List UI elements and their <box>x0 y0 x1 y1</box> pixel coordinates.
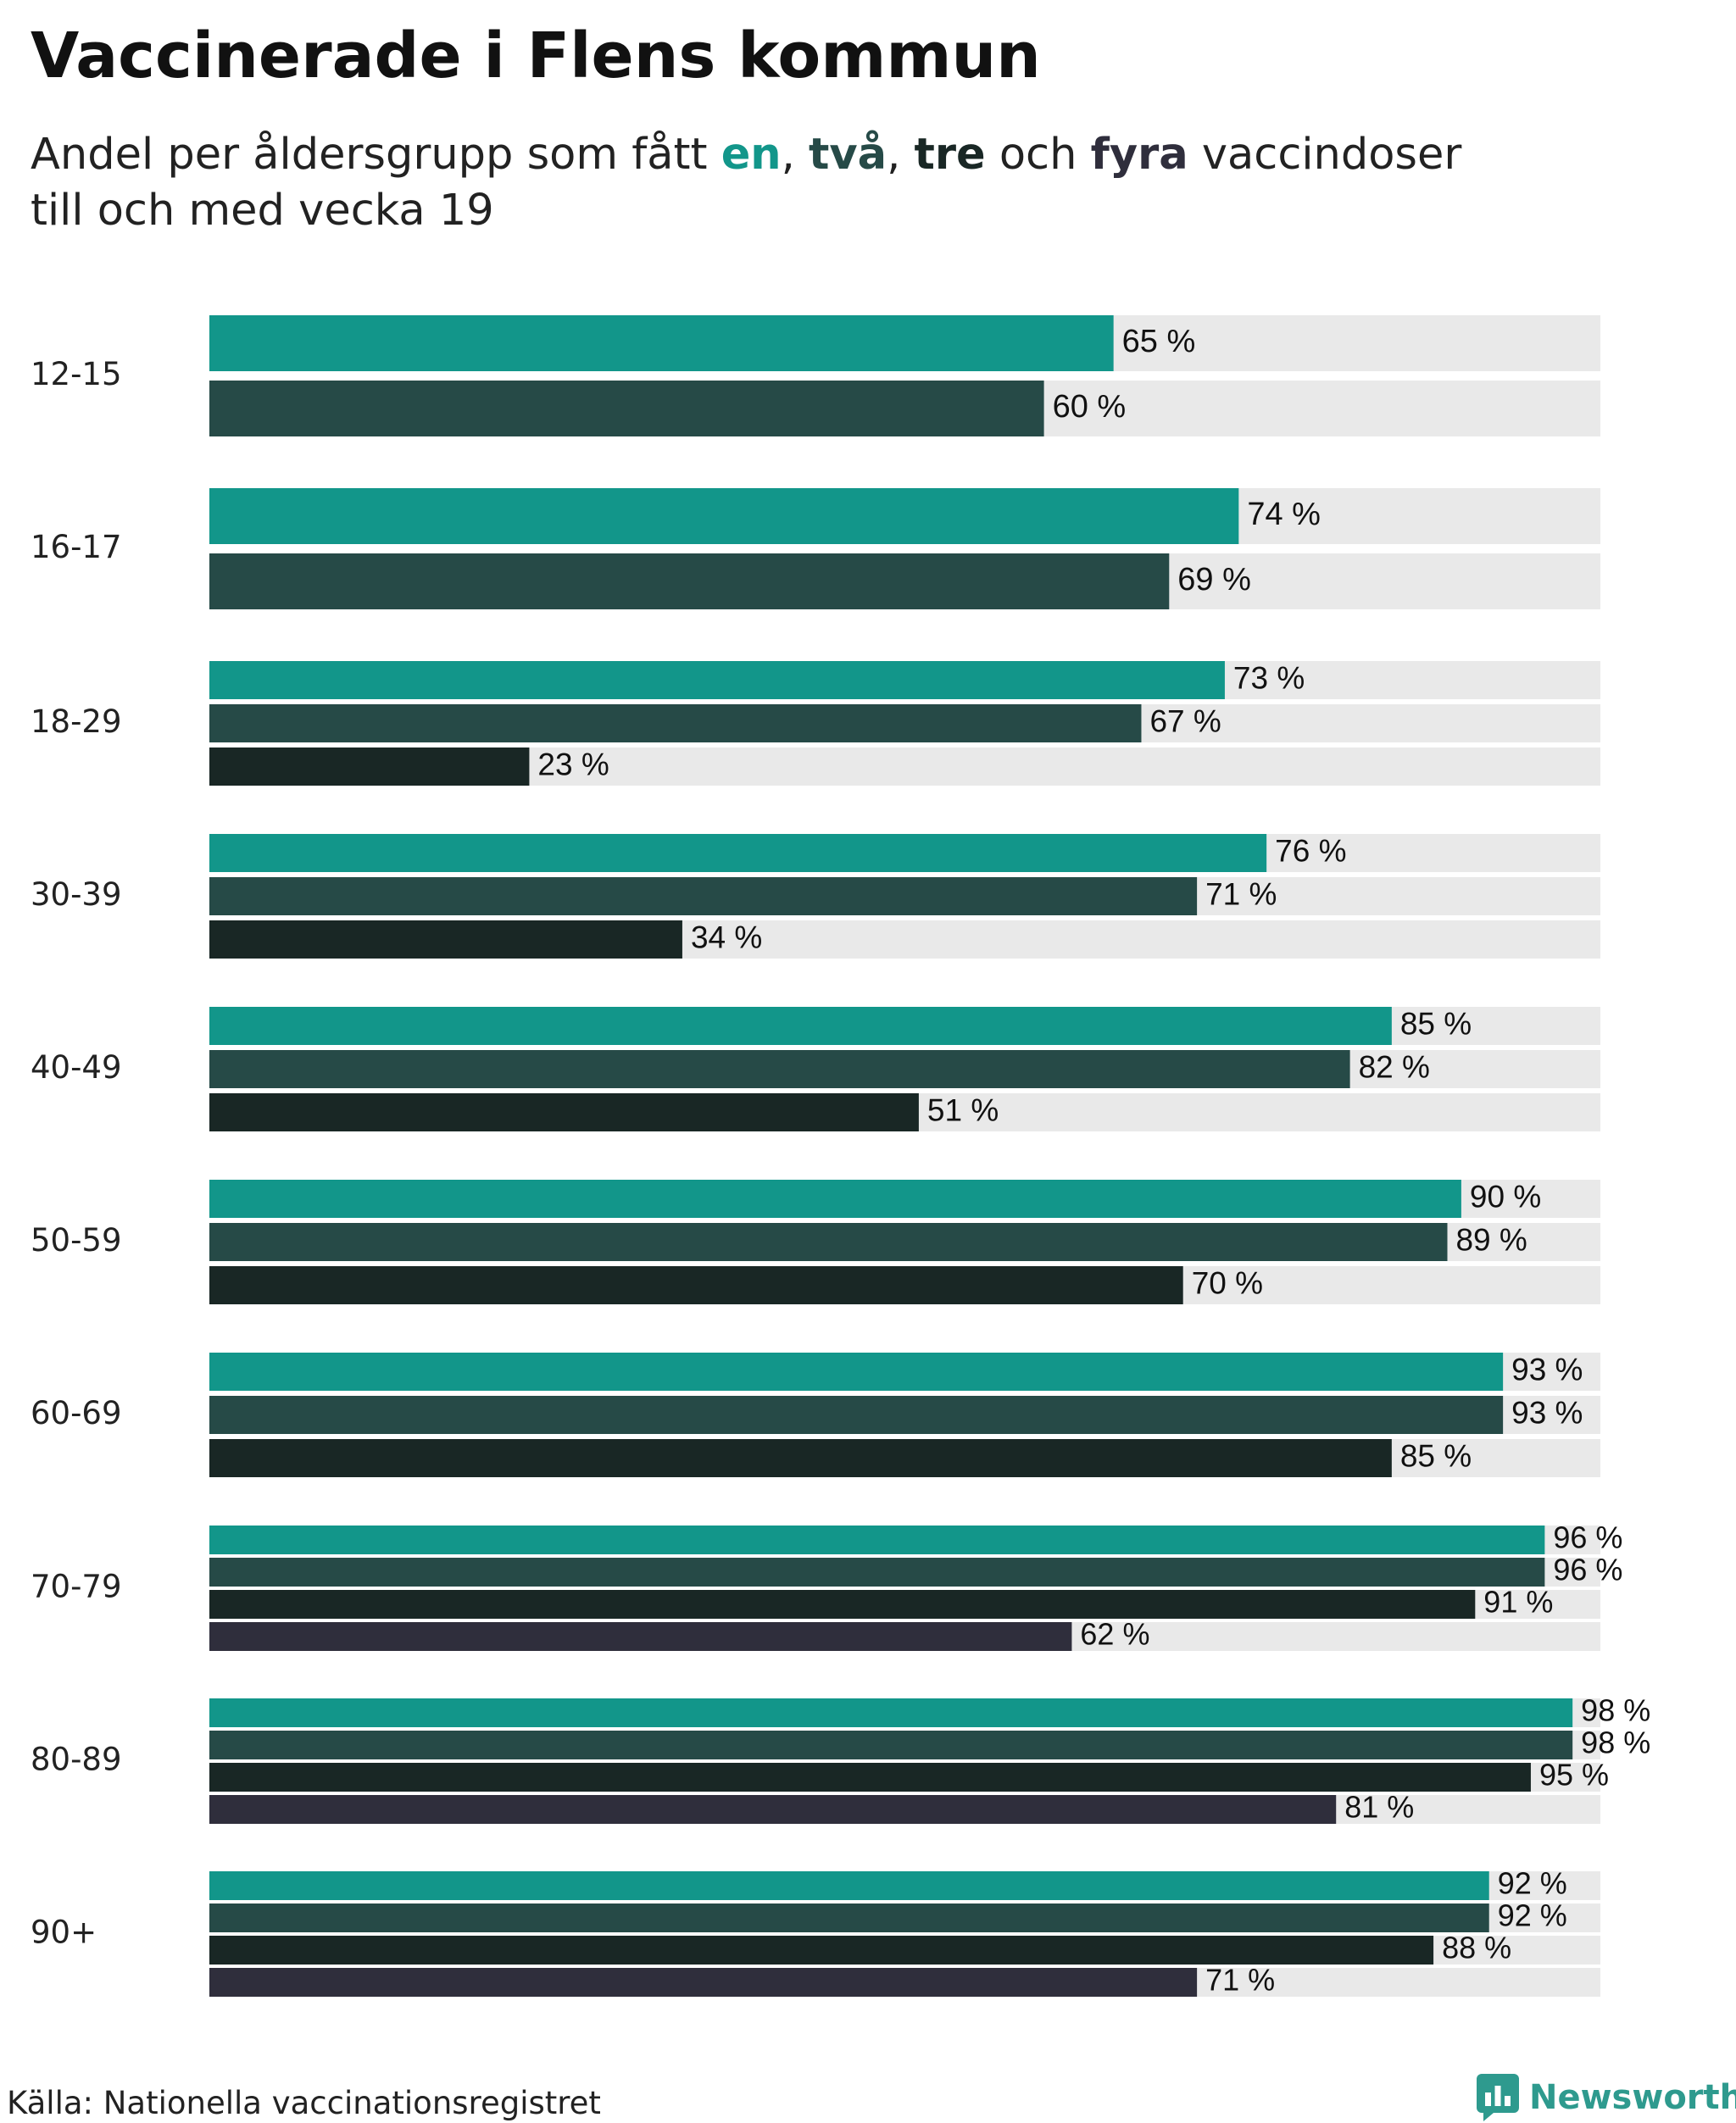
value-label-50-59-dose2: 89 % <box>1455 1222 1527 1257</box>
source-note: Källa: Nationella vaccinationsregistret <box>7 2085 601 2121</box>
bar-70-79-dose2 <box>209 1558 1545 1587</box>
bar-30-39-dose1 <box>209 834 1267 872</box>
value-label-90-dose2: 92 % <box>1498 1898 1567 1933</box>
bar-90-dose1 <box>209 1871 1489 1900</box>
chart-subtitle: Andel per åldersgrupp som fått en, två, … <box>31 127 1461 239</box>
category-label-50-59: 50-59 <box>31 1222 122 1259</box>
bar-16-17-dose1 <box>209 488 1239 544</box>
subtitle-dose1: en <box>721 130 782 180</box>
bar-40-49-dose3 <box>209 1093 919 1131</box>
bar-18-29-dose3 <box>209 747 530 786</box>
value-label-16-17-dose1: 74 % <box>1247 497 1321 532</box>
value-label-12-15-dose2: 60 % <box>1053 389 1127 425</box>
value-label-18-29-dose3: 23 % <box>537 747 609 781</box>
bar-70-79-dose4 <box>209 1622 1072 1651</box>
category-label-80-89: 80-89 <box>31 1742 122 1778</box>
category-label-70-79: 70-79 <box>31 1569 122 1605</box>
value-label-30-39-dose2: 71 % <box>1205 876 1277 911</box>
bar-50-59-dose3 <box>209 1266 1183 1304</box>
subtitle-dose4: fyra <box>1090 130 1188 180</box>
subtitle-line-1: Andel per åldersgrupp som fått en, två, … <box>31 127 1461 183</box>
bar-50-59-dose2 <box>209 1223 1448 1261</box>
category-label-16-17: 16-17 <box>31 529 122 565</box>
value-label-90-dose3: 88 % <box>1442 1931 1511 1965</box>
bar-16-17-dose2 <box>209 553 1170 609</box>
subtitle-line-2: till och med vecka 19 <box>31 186 494 236</box>
bar-80-89-dose4 <box>209 1795 1337 1824</box>
bar-90-dose3 <box>209 1936 1434 1965</box>
chart-title: Vaccinerade i Flens kommun <box>31 19 1041 92</box>
subtitle-dose2: två <box>809 130 887 180</box>
bar-chart: 12-15 65 % 60 % 16-17 74 % 69 % 18-29 73 % 67 % 2… <box>31 315 1650 1998</box>
value-label-18-29-dose1: 73 % <box>1233 660 1305 695</box>
bar-80-89-dose1 <box>209 1698 1573 1727</box>
bar-18-29-dose2 <box>209 704 1142 742</box>
category-label-90: 90+ <box>31 1915 97 1951</box>
value-label-70-79-dose2: 96 % <box>1553 1553 1622 1587</box>
subtitle-sep1: , <box>781 130 810 180</box>
bar-12-15-dose2 <box>209 381 1044 436</box>
bar-40-49-dose2 <box>209 1050 1350 1088</box>
category-label-30-39: 30-39 <box>31 876 122 913</box>
subtitle-dose3: tre <box>914 130 986 180</box>
bar-18-29-dose1 <box>209 661 1225 699</box>
value-label-40-49-dose3: 51 % <box>927 1092 999 1127</box>
bar-70-79-dose3 <box>209 1590 1476 1619</box>
bar-90-dose4 <box>209 1968 1198 1997</box>
value-label-60-69-dose3: 85 % <box>1400 1438 1472 1473</box>
value-label-90-dose1: 92 % <box>1498 1866 1567 1901</box>
value-label-12-15-dose1: 65 % <box>1122 324 1196 359</box>
subtitle-sep3: och <box>985 130 1091 180</box>
value-label-16-17-dose2: 69 % <box>1177 562 1251 597</box>
bar-80-89-dose3 <box>209 1763 1531 1792</box>
bar-30-39-dose2 <box>209 877 1198 915</box>
bar-12-15-dose1 <box>209 315 1114 371</box>
bar-60-69-dose2 <box>209 1396 1504 1434</box>
value-label-70-79-dose4: 62 % <box>1080 1617 1149 1652</box>
value-label-70-79-dose1: 96 % <box>1553 1520 1622 1555</box>
bar-80-89-dose2 <box>209 1731 1573 1759</box>
value-label-80-89-dose4: 81 % <box>1344 1790 1414 1825</box>
value-label-60-69-dose1: 93 % <box>1511 1352 1583 1387</box>
value-label-40-49-dose2: 82 % <box>1359 1049 1430 1084</box>
value-label-90-dose4: 71 % <box>1205 1963 1275 1998</box>
value-label-30-39-dose1: 76 % <box>1275 833 1346 868</box>
bar-90-dose2 <box>209 1903 1489 1932</box>
category-label-60-69: 60-69 <box>31 1395 122 1431</box>
category-label-12-15: 12-15 <box>31 356 122 392</box>
bar-30-39-dose3 <box>209 920 682 959</box>
subtitle-prefix: Andel per åldersgrupp som fått <box>31 130 721 180</box>
bar-70-79-dose1 <box>209 1526 1545 1554</box>
bar-40-49-dose1 <box>209 1007 1392 1045</box>
bar-60-69-dose3 <box>209 1439 1392 1477</box>
value-label-80-89-dose3: 95 % <box>1539 1758 1609 1792</box>
newsworthy-logo-icon <box>1477 2074 1519 2121</box>
value-label-60-69-dose2: 93 % <box>1511 1395 1583 1430</box>
value-label-18-29-dose2: 67 % <box>1149 703 1221 738</box>
value-label-80-89-dose2: 98 % <box>1581 1726 1650 1760</box>
subtitle-sep2: , <box>887 130 915 180</box>
value-label-30-39-dose3: 34 % <box>691 920 762 954</box>
value-label-80-89-dose1: 98 % <box>1581 1693 1650 1728</box>
category-label-18-29: 18-29 <box>31 703 122 740</box>
subtitle-suffix: vaccindoser <box>1188 130 1462 180</box>
value-label-40-49-dose1: 85 % <box>1400 1006 1472 1041</box>
value-label-50-59-dose3: 70 % <box>1192 1265 1263 1300</box>
value-label-50-59-dose1: 90 % <box>1470 1179 1541 1214</box>
bar-60-69-dose1 <box>209 1353 1504 1391</box>
brand-name: Newsworthy <box>1529 2078 1736 2117</box>
value-label-70-79-dose3: 91 % <box>1483 1585 1553 1620</box>
bar-50-59-dose1 <box>209 1180 1461 1218</box>
brand-logo: Newsworthy <box>1477 2072 1736 2123</box>
category-label-40-49: 40-49 <box>31 1049 122 1086</box>
